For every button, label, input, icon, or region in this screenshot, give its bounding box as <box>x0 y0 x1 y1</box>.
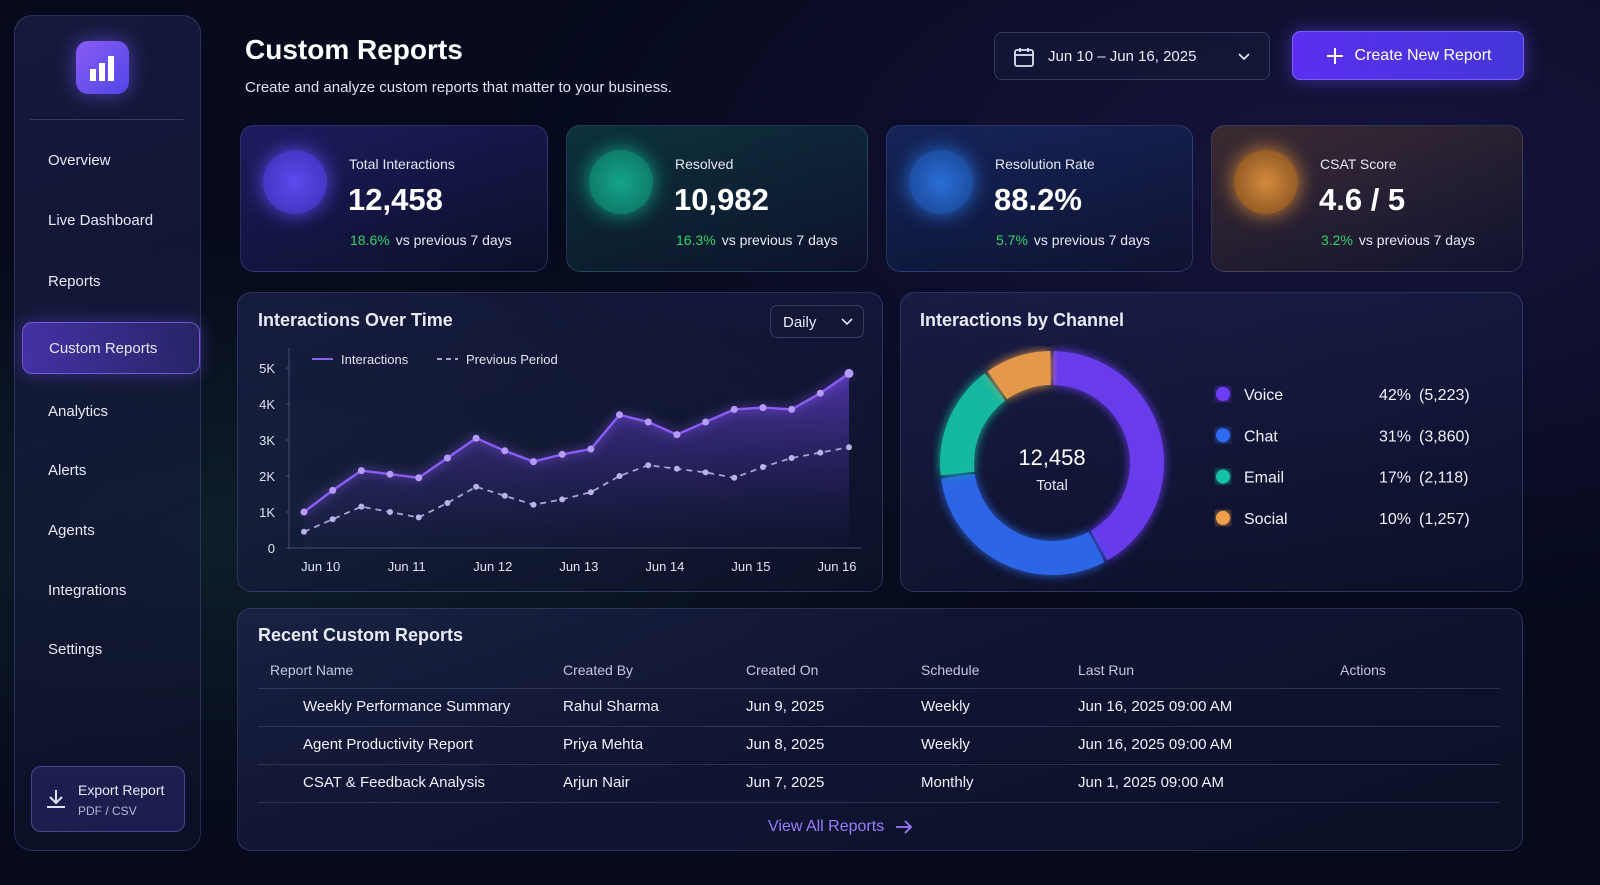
nav-label: Settings <box>48 640 103 658</box>
page-subtitle: Create and analyze custom reports that m… <box>245 79 672 96</box>
compare-text: vs previous 7 days <box>1358 232 1475 248</box>
kpi-icon <box>1234 150 1298 214</box>
nav-label: Custom Reports <box>49 339 158 357</box>
arrow-icon <box>896 820 913 834</box>
kpi-icon <box>589 150 653 214</box>
compare-text: vs previous 7 days <box>1033 232 1150 248</box>
kpi-label: Resolution Rate <box>995 156 1095 172</box>
row-divider <box>258 802 1500 803</box>
column-header: Actions <box>1340 662 1386 678</box>
kpi-icon <box>909 150 973 214</box>
nav-item[interactable]: Agents <box>22 504 200 556</box>
create-report-button[interactable]: Create New Report <box>1292 31 1524 80</box>
nav-item[interactable]: Custom Reports <box>22 322 200 374</box>
period-select[interactable]: Daily <box>770 305 864 338</box>
table-cell: Agent Productivity Report <box>303 736 474 753</box>
kpi-icon <box>263 150 327 214</box>
kpi-value: 10,982 <box>674 182 769 217</box>
kpi-card: Resolved 10,982 16.3% vs previous 7 days <box>566 125 868 272</box>
table-cell: CSAT & Feedback Analysis <box>303 774 486 791</box>
page-title: Custom Reports <box>245 34 463 65</box>
nav-label: Analytics <box>48 402 109 420</box>
change-value: 18.6% <box>350 232 390 248</box>
sidebar <box>14 15 201 851</box>
export-button[interactable]: Export Report PDF / CSV <box>31 766 185 832</box>
date-range: Jun 10 – Jun 16, 2025 <box>1048 48 1197 65</box>
table-cell: Priya Mehta <box>563 736 644 753</box>
donut-title: Interactions by Channel <box>920 310 1125 330</box>
change-value: 16.3% <box>676 232 716 248</box>
line-chart-title: Interactions Over Time <box>258 310 453 330</box>
divider <box>30 119 184 120</box>
nav-item[interactable]: Settings <box>22 623 200 675</box>
nav-item[interactable]: Integrations <box>22 564 200 616</box>
period-label: Daily <box>783 314 817 331</box>
column-header: Report Name <box>270 662 354 678</box>
view-all-link[interactable]: View All Reports <box>768 818 914 836</box>
nav-label: Overview <box>48 151 111 169</box>
kpi-change: 16.3% vs previous 7 days <box>674 232 838 248</box>
table-cell: Rahul Sharma <box>563 698 659 715</box>
compare-text: vs previous 7 days <box>721 232 838 248</box>
calendar-icon <box>1014 48 1034 67</box>
create-label: Create New Report <box>1354 46 1492 64</box>
table-cell: Weekly <box>921 736 970 753</box>
column-header: Created By <box>563 662 634 678</box>
kpi-card: Total Interactions 12,458 18.6% vs previous… <box>240 125 548 272</box>
row-divider <box>258 726 1500 727</box>
change-value: 5.7% <box>996 232 1028 248</box>
link-text: View All Reports <box>768 818 885 835</box>
download-icon <box>47 790 65 808</box>
export-title: Export Report <box>78 782 165 798</box>
compare-text: vs previous 7 days <box>395 232 512 248</box>
nav-label: Agents <box>48 521 95 539</box>
table-title: Recent Custom Reports <box>258 625 464 645</box>
table-cell: Jun 7, 2025 <box>746 774 825 791</box>
table-cell: Monthly <box>921 774 974 791</box>
kpi-change: 3.2% vs previous 7 days <box>1319 232 1475 248</box>
kpi-change: 18.6% vs previous 7 days <box>348 232 512 248</box>
kpi-card: CSAT Score 4.6 / 5 3.2% vs previous 7 days <box>1211 125 1523 272</box>
column-header: Schedule <box>921 662 980 678</box>
row-divider <box>258 764 1500 765</box>
table-card <box>237 608 1523 851</box>
column-header: Last Run <box>1078 662 1135 678</box>
kpi-label: Total Interactions <box>349 156 455 172</box>
kpi-change: 5.7% vs previous 7 days <box>994 232 1150 248</box>
nav-label: Live Dashboard <box>48 211 154 229</box>
kpi-value: 88.2% <box>994 182 1082 217</box>
nav-item[interactable]: Live Dashboard <box>22 194 200 246</box>
table-cell: Jun 1, 2025 09:00 AM <box>1078 774 1224 791</box>
table-cell: Jun 16, 2025 09:00 AM <box>1078 698 1233 715</box>
table-cell: Jun 9, 2025 <box>746 698 825 715</box>
kpi-value: 12,458 <box>348 182 443 217</box>
logo <box>76 41 129 94</box>
change-value: 3.2% <box>1321 232 1353 248</box>
table-cell: Weekly <box>921 698 970 715</box>
kpi-label: CSAT Score <box>1320 156 1397 172</box>
donut-card <box>900 292 1523 592</box>
nav-label: Reports <box>48 272 101 290</box>
nav-item[interactable]: Analytics <box>22 385 200 437</box>
date-picker[interactable]: Jun 10 – Jun 16, 2025 <box>994 32 1270 80</box>
table-cell: Jun 16, 2025 09:00 AM <box>1078 736 1233 753</box>
kpi-label: Resolved <box>675 156 734 172</box>
nav-item[interactable]: Reports <box>22 255 200 307</box>
chevron <box>1238 53 1250 61</box>
kpi-card: Resolution Rate 88.2% 5.7% vs previous 7 da… <box>886 125 1193 272</box>
row-divider <box>258 688 1500 689</box>
plus-icon <box>1326 47 1343 64</box>
table-cell: Jun 8, 2025 <box>746 736 825 753</box>
column-header: Created On <box>746 662 819 678</box>
nav-item[interactable]: Overview <box>22 134 200 186</box>
table-cell: Weekly Performance Summary <box>303 698 511 715</box>
chevron <box>841 318 853 326</box>
export-subtitle: PDF / CSV <box>78 804 137 818</box>
nav-label: Alerts <box>48 461 87 479</box>
kpi-value: 4.6 / 5 <box>1319 182 1406 217</box>
nav-label: Integrations <box>48 581 127 599</box>
table-cell: Arjun Nair <box>563 774 630 791</box>
nav-item[interactable]: Alerts <box>22 444 200 496</box>
